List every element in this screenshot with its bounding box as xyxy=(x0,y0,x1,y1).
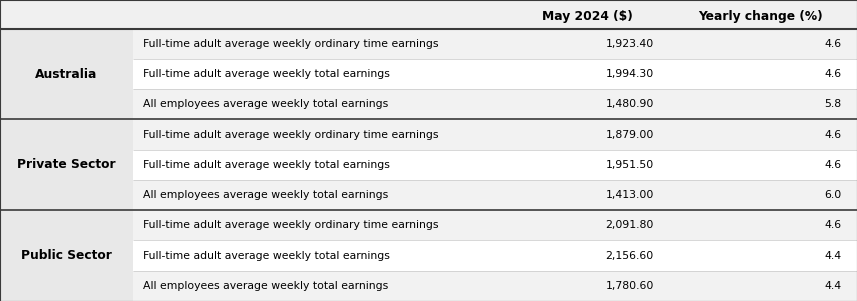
Bar xyxy=(664,240,857,271)
Text: All employees average weekly total earnings: All employees average weekly total earni… xyxy=(143,281,388,291)
Text: 1,413.00: 1,413.00 xyxy=(606,190,654,200)
Text: All employees average weekly total earnings: All employees average weekly total earni… xyxy=(143,99,388,109)
Bar xyxy=(133,29,510,59)
Text: 4.6: 4.6 xyxy=(824,39,842,49)
Bar xyxy=(664,180,857,210)
Bar xyxy=(133,119,510,150)
Bar xyxy=(510,59,664,89)
Bar xyxy=(664,0,857,29)
Bar xyxy=(510,29,664,59)
Text: Yearly change (%): Yearly change (%) xyxy=(698,10,823,23)
Bar xyxy=(0,119,133,150)
Bar xyxy=(664,271,857,301)
Text: 5.8: 5.8 xyxy=(824,99,842,109)
Bar xyxy=(0,89,133,119)
Text: Full-time adult average weekly ordinary time earnings: Full-time adult average weekly ordinary … xyxy=(143,220,439,230)
Text: 2,091.80: 2,091.80 xyxy=(606,220,654,230)
Text: 1,879.00: 1,879.00 xyxy=(606,129,654,140)
Bar xyxy=(664,150,857,180)
Bar xyxy=(133,59,510,89)
Bar xyxy=(133,210,510,240)
Text: 4.6: 4.6 xyxy=(824,129,842,140)
Text: Full-time adult average weekly total earnings: Full-time adult average weekly total ear… xyxy=(143,69,390,79)
Bar xyxy=(0,0,133,29)
Text: 1,480.90: 1,480.90 xyxy=(606,99,654,109)
Bar xyxy=(510,271,664,301)
Bar xyxy=(510,119,664,150)
Text: 4.4: 4.4 xyxy=(824,281,842,291)
Text: 4.6: 4.6 xyxy=(824,220,842,230)
Bar xyxy=(0,29,133,59)
Text: 1,951.50: 1,951.50 xyxy=(606,160,654,170)
Bar xyxy=(133,240,510,271)
Text: 4.6: 4.6 xyxy=(824,69,842,79)
Bar xyxy=(510,240,664,271)
Bar xyxy=(664,59,857,89)
Text: 1,923.40: 1,923.40 xyxy=(606,39,654,49)
Text: Full-time adult average weekly ordinary time earnings: Full-time adult average weekly ordinary … xyxy=(143,129,439,140)
Bar xyxy=(133,89,510,119)
Bar xyxy=(510,210,664,240)
Text: 1,994.30: 1,994.30 xyxy=(606,69,654,79)
Text: Full-time adult average weekly total earnings: Full-time adult average weekly total ear… xyxy=(143,160,390,170)
Bar xyxy=(510,0,664,29)
Bar xyxy=(510,89,664,119)
Bar xyxy=(133,180,510,210)
Text: May 2024 ($): May 2024 ($) xyxy=(542,10,632,23)
Text: 2,156.60: 2,156.60 xyxy=(606,251,654,261)
Bar xyxy=(664,89,857,119)
Text: Full-time adult average weekly ordinary time earnings: Full-time adult average weekly ordinary … xyxy=(143,39,439,49)
Bar xyxy=(510,180,664,210)
Bar xyxy=(0,271,133,301)
Bar xyxy=(0,180,133,210)
Bar xyxy=(133,0,510,29)
Text: All employees average weekly total earnings: All employees average weekly total earni… xyxy=(143,190,388,200)
Text: 6.0: 6.0 xyxy=(824,190,842,200)
Bar xyxy=(133,150,510,180)
Bar xyxy=(0,59,133,89)
Text: 1,780.60: 1,780.60 xyxy=(606,281,654,291)
Bar xyxy=(0,150,133,180)
Text: Australia: Australia xyxy=(35,67,98,81)
Bar xyxy=(664,210,857,240)
Text: Private Sector: Private Sector xyxy=(17,158,116,171)
Text: 4.6: 4.6 xyxy=(824,160,842,170)
Text: Full-time adult average weekly total earnings: Full-time adult average weekly total ear… xyxy=(143,251,390,261)
Bar xyxy=(133,271,510,301)
Text: 4.4: 4.4 xyxy=(824,251,842,261)
Text: Public Sector: Public Sector xyxy=(21,249,112,262)
Bar xyxy=(664,29,857,59)
Bar xyxy=(510,150,664,180)
Bar xyxy=(664,119,857,150)
Bar xyxy=(0,240,133,271)
Bar xyxy=(0,210,133,240)
